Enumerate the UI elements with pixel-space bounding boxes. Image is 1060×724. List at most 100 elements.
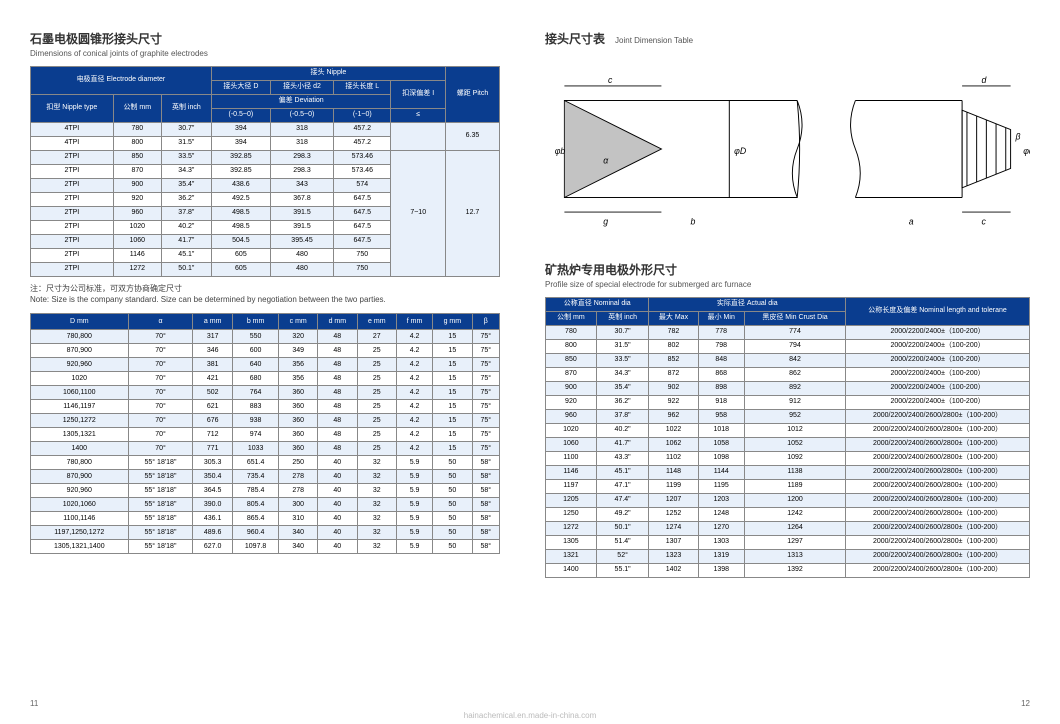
table-cell: 1264: [744, 522, 845, 536]
table-cell: 920: [546, 396, 597, 410]
table-cell: 1297: [744, 536, 845, 550]
table-cell: 35.4": [596, 382, 649, 396]
table-cell: 2000/2200/2400/2600/2800±（100-200）: [846, 452, 1030, 466]
table-cell: 774: [744, 326, 845, 340]
table-cell: 32: [357, 540, 396, 554]
table-cell: 1252: [649, 508, 698, 522]
lbl-c: c: [608, 75, 613, 85]
table-cell: 1146: [113, 249, 161, 263]
table-cell: 27: [357, 330, 396, 344]
table-cell: 35.4": [161, 179, 211, 193]
hdr-d3: (-1~0): [334, 109, 391, 123]
table-cell: 865.4: [232, 512, 278, 526]
table-cell: 1305,1321: [31, 428, 129, 442]
table-cell: 1305: [546, 536, 597, 550]
table-cell: 45.1": [161, 249, 211, 263]
table-cell: 842: [744, 354, 845, 368]
table-cell: 785.4: [232, 484, 278, 498]
table-cell: 15: [433, 428, 472, 442]
note: 注：尺寸为公司标准，可双方协商确定尺寸 Note: Size is the co…: [30, 283, 500, 305]
table-cell: 4.2: [397, 414, 433, 428]
table-cell: 1020: [546, 424, 597, 438]
table-cell: 750: [334, 249, 391, 263]
table-cell: 55° 18'18": [128, 498, 193, 512]
table-header: D mm: [31, 314, 129, 330]
table-cell: 58°: [472, 484, 499, 498]
table-cell: 4.2: [397, 400, 433, 414]
table-cell: 5.9: [397, 456, 433, 470]
table-cell: 868: [698, 368, 744, 382]
hdr-inch: 英制 inch: [161, 95, 211, 123]
table-cell: 48: [318, 330, 357, 344]
table-cell: 764: [232, 386, 278, 400]
table-cell: 457.2: [334, 123, 391, 137]
table-cell: 392.85: [211, 165, 270, 179]
table-cell: 6.35: [445, 123, 499, 151]
hdr-le: ≤: [391, 109, 446, 123]
table-cell: 320: [279, 330, 318, 344]
table-cell: 12.7: [445, 151, 499, 277]
table-cell: 1058: [698, 438, 744, 452]
table-cell: 32: [357, 484, 396, 498]
table-cell: 364.5: [193, 484, 233, 498]
table-cell: 278: [279, 484, 318, 498]
table-cell: 75°: [472, 428, 499, 442]
table-cell: 40.2": [161, 221, 211, 235]
table-cell: 870: [113, 165, 161, 179]
table-cell: 340: [279, 540, 318, 554]
table-cell: 1100: [546, 452, 597, 466]
table-header: a mm: [193, 314, 233, 330]
table-cell: 1052: [744, 438, 845, 452]
hdr-dev: 扣深偏差 I: [391, 81, 446, 109]
table-cell: 918: [698, 396, 744, 410]
lbl-a: a: [909, 217, 914, 227]
table-header: α: [128, 314, 193, 330]
table-cell: 25: [357, 414, 396, 428]
table-cell: 75°: [472, 400, 499, 414]
table-cell: 1060: [113, 235, 161, 249]
table-cell: 356: [279, 372, 318, 386]
table-cell: 651.4: [232, 456, 278, 470]
table-cell: 1060: [546, 438, 597, 452]
table-cell: 912: [744, 396, 845, 410]
table-cell: 457.2: [334, 137, 391, 151]
table-cell: 278: [279, 470, 318, 484]
table-cell: 1060,1100: [31, 386, 129, 400]
table-cell: 367.8: [270, 193, 333, 207]
lbl-beta: β: [1014, 131, 1020, 141]
table-cell: 573.46: [334, 151, 391, 165]
hdr-t3inch: 英制 inch: [596, 312, 649, 326]
table-cell: 298.3: [270, 151, 333, 165]
watermark: hainachemical.en.made-in-china.com: [464, 711, 597, 720]
right-title2-en: Profile size of special electrode for su…: [545, 280, 1030, 289]
table-cell: 2000/2200/2400/2600/2800±（100-200）: [846, 424, 1030, 438]
table-cell: 48: [318, 372, 357, 386]
table-cell: 1138: [744, 466, 845, 480]
table-cell: 15: [433, 330, 472, 344]
table-cell: 70°: [128, 400, 193, 414]
table-cell: 4.2: [397, 358, 433, 372]
table-cell: 394: [211, 137, 270, 151]
table-cell: 40.2": [596, 424, 649, 438]
table-cell: 360: [279, 386, 318, 400]
table-cell: 340: [279, 526, 318, 540]
table-cell: 40: [318, 512, 357, 526]
table-cell: 4.2: [397, 386, 433, 400]
table-cell: 900: [113, 179, 161, 193]
table-cell: 883: [232, 400, 278, 414]
table-cell: 51.4": [596, 536, 649, 550]
table-cell: 2000/2200/2400±（100-200）: [846, 396, 1030, 410]
table-cell: 892: [744, 382, 845, 396]
table-cell: 780,800: [31, 456, 129, 470]
table-cell: 1402: [649, 564, 698, 578]
table-cell: 360: [279, 428, 318, 442]
table-cell: 2TPI: [31, 207, 114, 221]
table-cell: 70°: [128, 344, 193, 358]
table-cell: 75°: [472, 414, 499, 428]
table-cell: 2TPI: [31, 151, 114, 165]
table-cell: 2000/2200/2400/2600/2800±（100-200）: [846, 480, 1030, 494]
table-cell: 498.5: [211, 221, 270, 235]
table-cell: 2000/2200/2400/2600/2800±（100-200）: [846, 508, 1030, 522]
table-cell: 1274: [649, 522, 698, 536]
table-cell: 1062: [649, 438, 698, 452]
